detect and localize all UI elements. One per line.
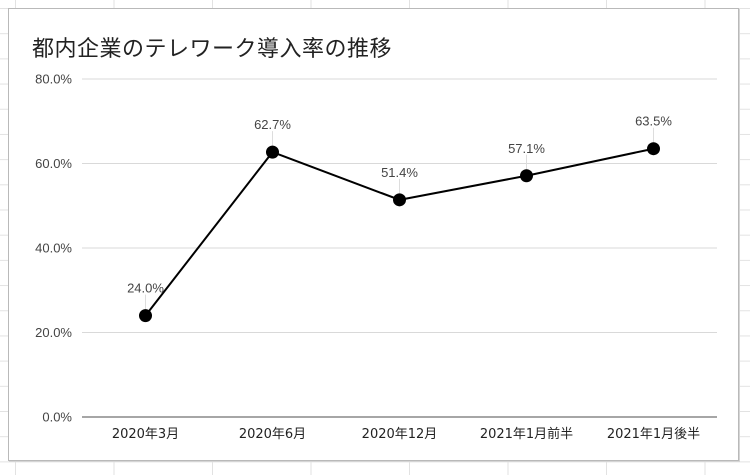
data-point-marker: [393, 193, 406, 207]
data-label: 24.0%: [127, 281, 164, 296]
chart-title: 都内企業のテレワーク導入率の推移: [32, 37, 393, 62]
y-tick-label: 80.0%: [35, 72, 72, 87]
y-tick-label: 0.0%: [42, 410, 72, 425]
y-tick-label: 60.0%: [35, 156, 72, 171]
x-tick-label: 2020年3月: [112, 427, 179, 442]
line-chart-plot: 0.0% 20.0% 40.0% 60.0% 80.0% 2020年3月 2020年6月 20…: [35, 72, 717, 442]
data-label: 57.1%: [508, 141, 545, 156]
x-tick-label: 2020年6月: [239, 427, 306, 442]
data-point-marker: [139, 309, 152, 323]
data-label: 62.7%: [254, 117, 291, 132]
data-point-marker: [647, 142, 660, 156]
data-label: 51.4%: [381, 165, 418, 180]
x-tick-label: 2021年1月前半: [480, 426, 573, 442]
chart-container[interactable]: 都内企業のテレワーク導入率の推移 0.0% 20.0% 40.0% 60.0% 80.0…: [8, 8, 739, 461]
data-point-marker: [266, 145, 279, 159]
data-label: 63.5%: [635, 114, 672, 129]
x-tick-label: 2021年1月後半: [607, 427, 700, 442]
data-point-marker: [520, 169, 533, 183]
x-tick-label: 2020年12月: [362, 427, 438, 442]
y-tick-label: 40.0%: [35, 241, 72, 256]
y-tick-label: 20.0%: [35, 325, 72, 340]
